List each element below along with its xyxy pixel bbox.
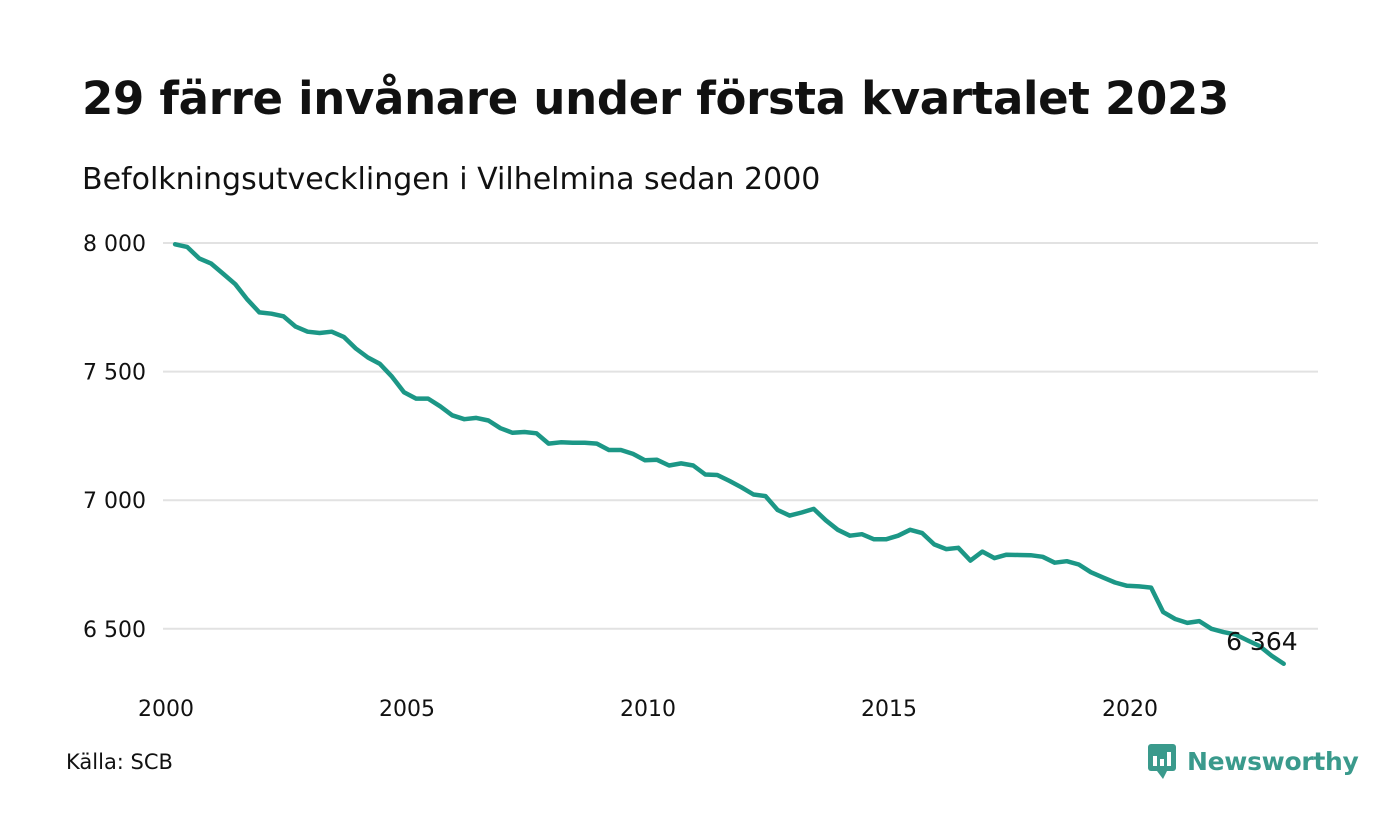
y-tick-label-6500: 6 500 (83, 618, 146, 643)
x-tick-label-2010: 2010 (620, 697, 676, 722)
x-tick-label-2020: 2020 (1102, 697, 1158, 722)
x-tick-label-2015: 2015 (861, 697, 917, 722)
source-label: Källa: SCB (66, 750, 173, 774)
end-value-label: 6 364 (1226, 627, 1298, 656)
newsworthy-logo-text: Newsworthy (1187, 746, 1359, 776)
newsworthy-logo: Newsworthy (1147, 743, 1359, 779)
newsworthy-logo-icon (1148, 744, 1176, 779)
y-tick-label-7500: 7 500 (83, 361, 146, 386)
y-tick-label-7000: 7 000 (83, 489, 146, 514)
chart-title: 29 färre invånare under första kvartalet… (82, 72, 1229, 125)
x-tick-label-2005: 2005 (379, 697, 435, 722)
series-line-population (172, 242, 1286, 667)
chart-subtitle: Befolkningsutvecklingen i Vilhelmina sed… (82, 162, 821, 197)
y-tick-label-8000: 8 000 (83, 232, 146, 257)
x-tick-label-2000: 2000 (138, 697, 194, 722)
